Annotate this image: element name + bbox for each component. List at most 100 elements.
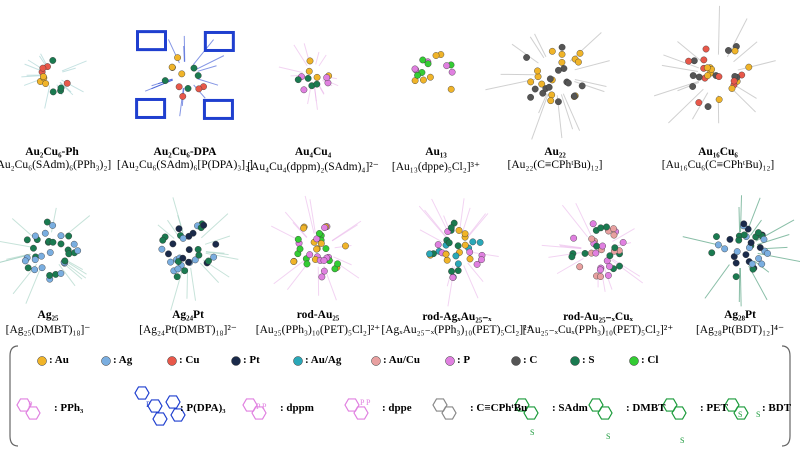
ligand-bond (62, 67, 76, 73)
ligand-bond (331, 220, 362, 242)
atom (200, 221, 208, 229)
atom (175, 83, 183, 91)
atom-legend-label: : Au/Ag (305, 354, 342, 366)
ligand-atom-label: P (146, 400, 151, 409)
atom (167, 258, 174, 266)
ligand-bond (733, 41, 758, 63)
ligand-bond (574, 81, 605, 93)
atom (619, 239, 627, 246)
atom (570, 92, 578, 100)
ligand-bond (0, 241, 31, 248)
cluster-formula: [Au₂₂(C≡CPhᵗBu)₁₂] (507, 159, 603, 171)
atom (40, 73, 47, 81)
atom (454, 267, 462, 275)
atom (49, 57, 57, 64)
atom (704, 72, 712, 79)
ligand-bond (21, 75, 42, 78)
ligand-bond (309, 199, 316, 234)
atom (305, 67, 313, 75)
atom (179, 254, 187, 262)
ligand-atom-label: S (756, 410, 761, 419)
atom (321, 224, 328, 232)
atom (42, 80, 50, 87)
cluster-formula: [Ag₂₈Pt(BDT)₁₂]⁴⁻ (695, 324, 785, 336)
atom (317, 240, 325, 247)
ligand-bond (473, 252, 499, 258)
ligand-atom-label: P (28, 400, 33, 409)
atom (527, 78, 535, 86)
cluster-name: Ag₂₈Pt (724, 309, 756, 321)
ligand-bond (11, 218, 35, 239)
ligand-legend-label: : P(DPA)₃ (180, 402, 226, 414)
ligand-bond (704, 264, 730, 299)
atom (702, 45, 710, 53)
ligand-bond (205, 251, 229, 256)
ligand-atom-label: P (360, 398, 365, 407)
ligand-ring (588, 398, 604, 412)
atom (296, 245, 304, 253)
bracket-left (9, 345, 19, 447)
ligand-bond (318, 54, 327, 67)
atom (185, 246, 193, 253)
atom (426, 250, 433, 258)
ligand-bond (273, 259, 305, 285)
atom (194, 246, 202, 253)
atom (46, 272, 54, 279)
ligand-bond (190, 267, 197, 301)
atom-legend-marker (101, 356, 111, 366)
atom (303, 260, 311, 268)
atom (564, 79, 572, 87)
ligand-atom-label: P (256, 402, 261, 411)
ligand-ring (733, 406, 749, 420)
ligand-bond (61, 60, 87, 72)
atom (576, 263, 584, 271)
ligand-bond (315, 51, 320, 65)
cluster-name: Ag₂₅ (37, 309, 59, 321)
atom (49, 238, 57, 246)
atom (320, 257, 328, 264)
ligand-atom-label: S (606, 432, 611, 441)
ligand-ring (242, 398, 258, 412)
ligand-bond (738, 206, 741, 233)
atom (420, 76, 427, 84)
atom (313, 235, 321, 243)
atom (195, 251, 203, 259)
atom (478, 256, 485, 264)
atom (469, 238, 477, 246)
atom (31, 232, 39, 240)
atom (434, 241, 442, 249)
atom (442, 250, 450, 258)
atom (41, 229, 49, 237)
atom-legend-marker (293, 356, 303, 366)
atom (755, 255, 763, 262)
atom (534, 67, 541, 75)
atom (57, 84, 65, 92)
ligand-legend-label: : DMBT (626, 402, 666, 414)
atom (432, 52, 440, 59)
atom (443, 62, 451, 70)
ligand-bond (757, 234, 790, 246)
atom (158, 245, 166, 253)
atom (334, 260, 341, 268)
ligand-ring (671, 406, 687, 420)
atom (454, 260, 462, 268)
atom (726, 235, 734, 243)
atom (57, 232, 65, 240)
ligand-bond (556, 257, 584, 275)
ligand-bond (40, 53, 48, 66)
atom-legend-label: : Cu (179, 354, 200, 366)
atom (168, 63, 176, 71)
atom (704, 103, 712, 110)
atom (49, 88, 57, 96)
atom-legend-label: : S (582, 354, 595, 366)
atom (57, 240, 65, 248)
atom (38, 264, 46, 272)
atom (165, 250, 172, 258)
atom (740, 220, 748, 228)
atom (576, 49, 584, 57)
atom (764, 250, 771, 257)
cluster-name: rod-AgₓAu₂₅₋ₓ (422, 311, 492, 323)
atom (728, 85, 736, 92)
